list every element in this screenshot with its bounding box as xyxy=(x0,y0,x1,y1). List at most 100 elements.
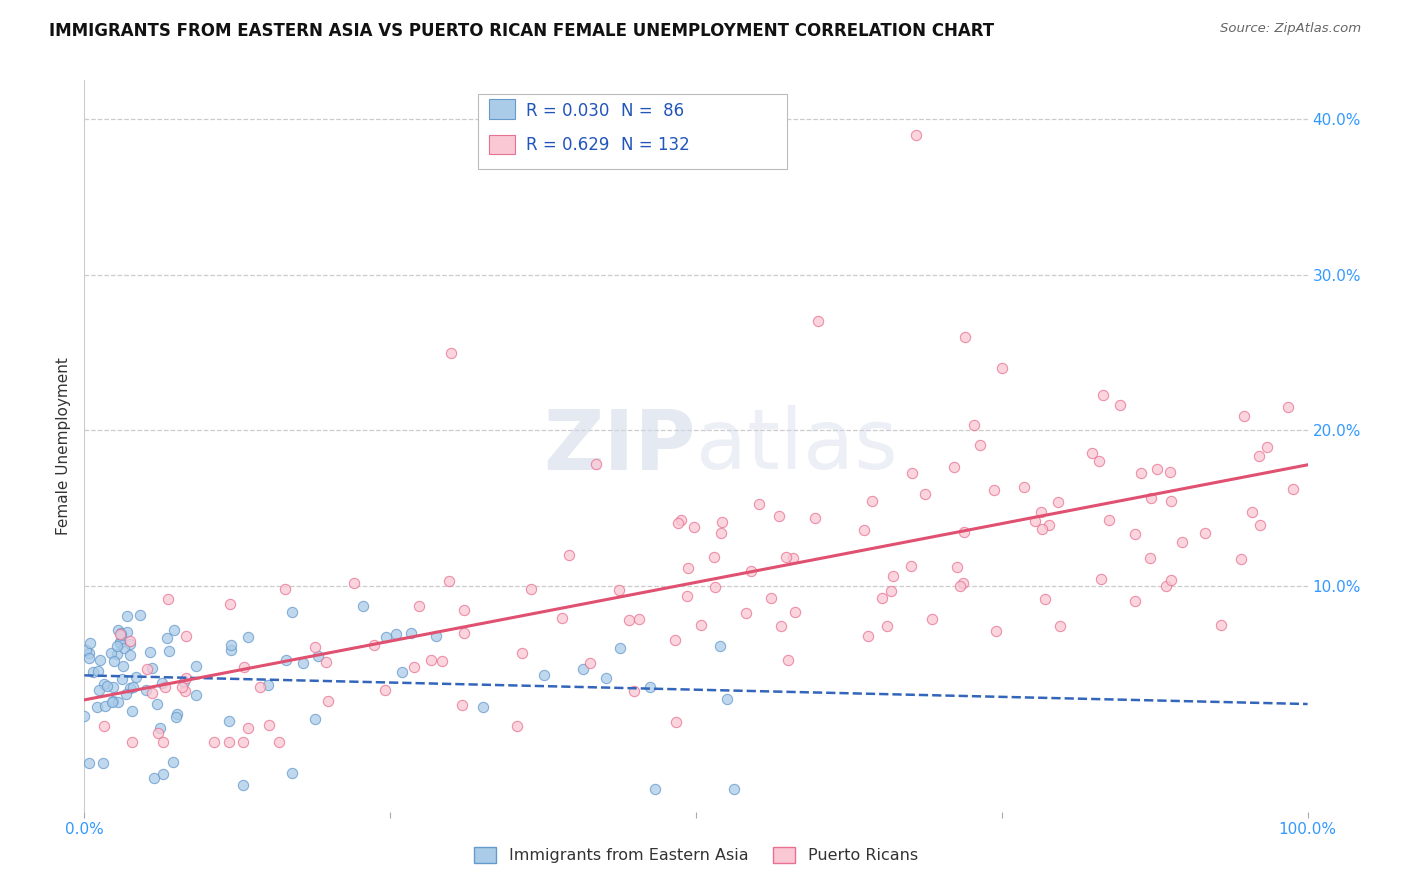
Point xyxy=(783,605,806,619)
Point xyxy=(249,681,271,695)
Text: R = 0.629: R = 0.629 xyxy=(526,136,609,154)
Point xyxy=(876,619,898,633)
Point xyxy=(157,643,180,657)
Point xyxy=(585,457,607,471)
Point xyxy=(184,659,207,673)
Point xyxy=(710,525,733,540)
Point xyxy=(1249,518,1271,533)
Point xyxy=(107,623,129,637)
Point xyxy=(232,778,254,792)
Point xyxy=(1230,551,1253,566)
Point xyxy=(108,635,131,649)
Point xyxy=(430,654,453,668)
Point xyxy=(949,579,972,593)
Point xyxy=(775,549,797,564)
Point xyxy=(709,639,731,653)
Point xyxy=(121,734,143,748)
Point xyxy=(156,631,179,645)
Point xyxy=(73,708,96,723)
Point xyxy=(1123,527,1146,541)
Point xyxy=(628,612,651,626)
Point xyxy=(105,639,128,653)
Point xyxy=(86,699,108,714)
Point xyxy=(118,648,141,663)
Point xyxy=(703,550,725,565)
Point xyxy=(1046,494,1069,508)
Point xyxy=(404,660,426,674)
Point xyxy=(152,767,174,781)
Point xyxy=(101,694,124,708)
Point xyxy=(1092,388,1115,402)
Point xyxy=(609,641,631,656)
Point xyxy=(952,575,974,590)
Point xyxy=(607,583,630,598)
Point xyxy=(807,314,830,328)
Point xyxy=(953,330,976,344)
Point xyxy=(1146,462,1168,476)
Point xyxy=(174,684,197,698)
Point xyxy=(969,438,991,452)
Point xyxy=(101,680,124,694)
Point xyxy=(77,756,100,770)
Point xyxy=(419,653,441,667)
Point xyxy=(882,569,904,583)
Point xyxy=(640,680,662,694)
Point xyxy=(149,721,172,735)
Point xyxy=(1081,446,1104,460)
Point xyxy=(150,676,173,690)
Point xyxy=(103,654,125,668)
Point xyxy=(121,704,143,718)
Point xyxy=(281,605,304,619)
Point xyxy=(77,647,100,661)
Point xyxy=(558,548,581,562)
Point xyxy=(174,671,197,685)
Point xyxy=(129,607,152,622)
Point xyxy=(141,686,163,700)
Point xyxy=(165,710,187,724)
Point xyxy=(1171,534,1194,549)
Point xyxy=(1159,465,1181,479)
Text: Source: ZipAtlas.com: Source: ZipAtlas.com xyxy=(1220,22,1361,36)
Point xyxy=(166,707,188,722)
Point xyxy=(1277,401,1299,415)
Point xyxy=(510,647,533,661)
Point xyxy=(778,652,800,666)
Text: atlas: atlas xyxy=(696,406,897,486)
Point xyxy=(108,627,131,641)
Point xyxy=(1240,505,1263,519)
Point xyxy=(172,681,194,695)
Point xyxy=(139,645,162,659)
Point xyxy=(723,781,745,796)
Y-axis label: Female Unemployment: Female Unemployment xyxy=(56,357,72,535)
Point xyxy=(1098,513,1121,527)
Point xyxy=(374,630,396,644)
Point xyxy=(112,640,135,655)
Point xyxy=(118,634,141,648)
Point xyxy=(1033,592,1056,607)
Point xyxy=(578,656,600,670)
Point xyxy=(1090,572,1112,586)
Point xyxy=(93,677,115,691)
Point xyxy=(991,361,1014,376)
Point xyxy=(1029,505,1052,519)
Point xyxy=(617,613,640,627)
Point xyxy=(118,681,141,695)
Point xyxy=(945,560,967,574)
Point xyxy=(111,672,134,686)
Point xyxy=(770,618,793,632)
Point xyxy=(236,630,259,644)
Point xyxy=(173,675,195,690)
Point xyxy=(664,632,686,647)
Point xyxy=(118,637,141,651)
Point xyxy=(304,712,326,726)
Point xyxy=(676,589,699,603)
Point xyxy=(533,668,555,682)
Point xyxy=(963,418,986,433)
Point xyxy=(921,612,943,626)
Point xyxy=(666,516,689,530)
Point xyxy=(734,606,756,620)
Point xyxy=(676,561,699,575)
Point xyxy=(273,582,295,597)
Point xyxy=(1123,593,1146,607)
Point xyxy=(276,653,298,667)
